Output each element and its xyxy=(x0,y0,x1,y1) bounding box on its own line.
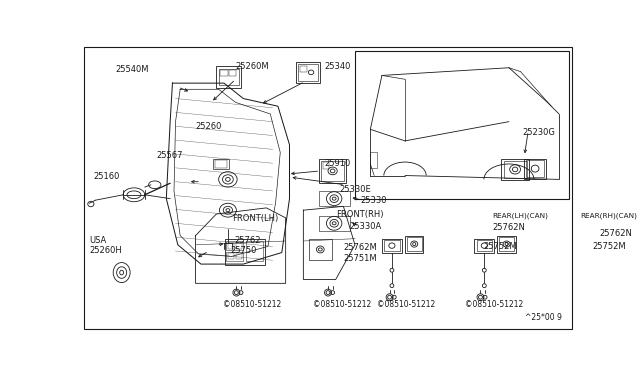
Bar xyxy=(236,243,242,249)
Bar xyxy=(227,252,243,261)
Bar xyxy=(405,235,424,253)
Text: 25330: 25330 xyxy=(360,196,387,205)
Text: 25160: 25160 xyxy=(93,172,120,181)
Bar xyxy=(501,158,529,180)
Text: 25330E: 25330E xyxy=(340,185,371,194)
Text: 25567: 25567 xyxy=(156,151,183,160)
Bar xyxy=(526,160,545,177)
Text: 25230G: 25230G xyxy=(522,128,555,137)
Text: FRONT(LH): FRONT(LH) xyxy=(232,214,279,223)
Text: REAR(RH)(CAN): REAR(RH)(CAN) xyxy=(580,212,637,219)
Bar xyxy=(323,163,329,169)
Bar xyxy=(319,216,349,231)
Bar xyxy=(298,64,318,81)
Text: 25540M: 25540M xyxy=(115,65,149,74)
Text: 25762N: 25762N xyxy=(599,230,632,238)
Bar xyxy=(216,66,241,88)
Text: 25340: 25340 xyxy=(324,62,351,71)
Text: 25752M: 25752M xyxy=(484,242,517,251)
Bar xyxy=(497,235,516,253)
Bar xyxy=(504,161,527,178)
Text: 25752M: 25752M xyxy=(593,242,627,251)
Bar xyxy=(225,239,265,265)
Text: 25762N: 25762N xyxy=(492,223,525,232)
Text: ©08510-51212: ©08510-51212 xyxy=(465,300,524,309)
Bar xyxy=(212,158,230,169)
Text: 25260H: 25260H xyxy=(90,246,122,256)
Text: 25330A: 25330A xyxy=(349,222,382,231)
Bar xyxy=(228,243,234,249)
Bar xyxy=(296,62,320,83)
Bar xyxy=(308,239,332,260)
Bar xyxy=(524,158,546,179)
Bar xyxy=(228,70,236,76)
Bar xyxy=(220,70,228,76)
Bar xyxy=(499,237,515,251)
Text: ^25*00 9: ^25*00 9 xyxy=(525,313,562,322)
Text: 25260: 25260 xyxy=(196,122,222,131)
Bar xyxy=(236,253,242,260)
Bar xyxy=(371,153,376,168)
Bar xyxy=(319,158,346,183)
Text: 25762M: 25762M xyxy=(344,243,377,252)
Text: 25751M: 25751M xyxy=(344,254,377,263)
Text: ©08510-51212: ©08510-51212 xyxy=(376,300,435,309)
Text: ©08510-51212: ©08510-51212 xyxy=(312,300,371,309)
Bar xyxy=(321,161,344,181)
Bar xyxy=(219,68,239,86)
Bar xyxy=(227,241,243,250)
Bar xyxy=(477,240,492,251)
Text: REAR(LH)(CAN): REAR(LH)(CAN) xyxy=(492,212,548,219)
Bar xyxy=(215,160,227,168)
Text: 25260M: 25260M xyxy=(236,62,269,71)
Bar xyxy=(300,66,307,71)
Bar xyxy=(228,253,234,260)
Bar xyxy=(319,191,349,206)
Text: ©08510-51212: ©08510-51212 xyxy=(223,300,281,309)
Bar xyxy=(382,239,402,253)
Text: USA: USA xyxy=(90,235,106,245)
Bar xyxy=(384,240,399,251)
Bar xyxy=(406,237,422,251)
Bar xyxy=(355,51,569,199)
Bar xyxy=(246,241,262,261)
Text: 25750: 25750 xyxy=(230,246,257,256)
Bar xyxy=(474,239,494,253)
Text: 25910: 25910 xyxy=(324,158,351,168)
Text: 25762: 25762 xyxy=(234,235,260,245)
Text: FRONT(RH): FRONT(RH) xyxy=(336,210,383,219)
